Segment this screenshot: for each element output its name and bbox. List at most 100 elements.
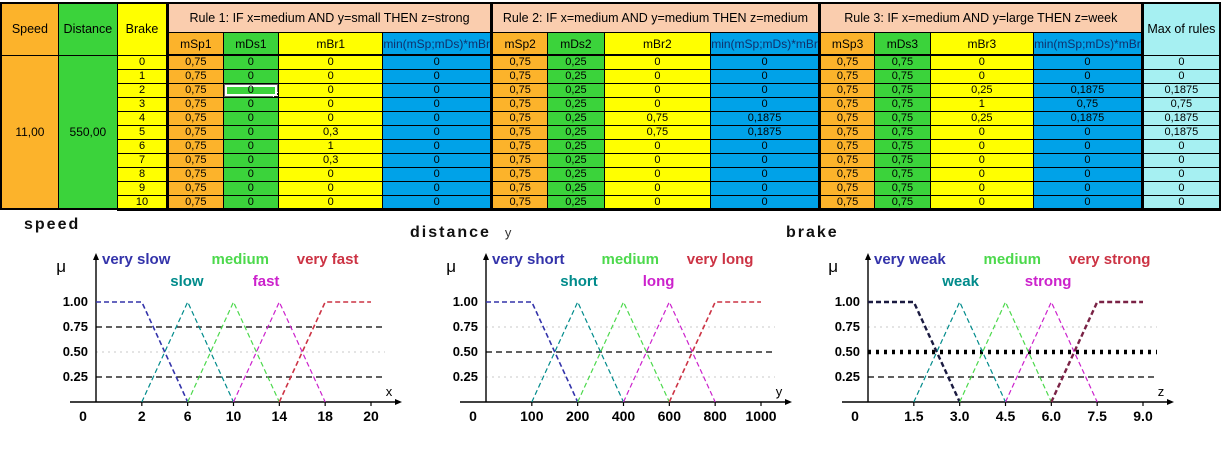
cell-r1-mSp[interactable]: 0,75 — [166, 82, 224, 98]
cell-r3-min[interactable]: 0 — [1033, 166, 1143, 182]
cell-r3-mSp[interactable]: 0,75 — [817, 138, 876, 154]
cell-r2-mDs[interactable]: 0,25 — [547, 194, 605, 211]
brake-step-cell[interactable]: 2 — [116, 82, 169, 98]
rule1-title[interactable]: Rule 1: IF x=medium AND y=small THEN z=s… — [166, 2, 492, 33]
cell-r1-mDs[interactable]: 0 — [222, 194, 280, 211]
cell-r1-mBr[interactable]: 0 — [278, 110, 384, 126]
rule2-title[interactable]: Rule 2: IF x=medium AND y=medium THEN z=… — [490, 2, 820, 33]
max-value-cell[interactable]: 0,1875 — [1140, 110, 1221, 126]
cell-r1-min[interactable]: 0 — [382, 110, 492, 126]
max-value-cell[interactable]: 0 — [1140, 138, 1221, 154]
cell-r3-mDs[interactable]: 0,75 — [874, 68, 931, 84]
cell-r2-mDs[interactable]: 0,25 — [547, 124, 605, 140]
cell-r1-mDs[interactable]: 0 — [222, 54, 280, 70]
cell-r2-min[interactable]: 0 — [710, 180, 820, 196]
mSp1-header[interactable]: mSp1 — [166, 32, 224, 56]
cell-r1-mBr[interactable]: 0 — [278, 54, 384, 70]
cell-r1-min[interactable]: 0 — [382, 82, 492, 98]
cell-r1-mDs[interactable]: 0 — [222, 110, 280, 126]
distance-value[interactable]: 550,00 — [57, 54, 118, 210]
cell-r2-min[interactable]: 0 — [710, 54, 820, 70]
cell-r3-mDs[interactable]: 0,75 — [874, 124, 931, 140]
max-value-cell[interactable]: 0 — [1140, 180, 1221, 196]
cell-r1-min[interactable]: 0 — [382, 194, 492, 211]
mBr1-header[interactable]: mBr1 — [278, 32, 384, 56]
cell-r2-mSp[interactable]: 0,75 — [489, 180, 549, 196]
cell-r3-mDs[interactable]: 0,75 — [874, 96, 931, 112]
cell-r2-min[interactable]: 0,1875 — [710, 110, 820, 126]
cell-r2-mSp[interactable]: 0,75 — [489, 152, 549, 168]
cell-r2-mSp[interactable]: 0,75 — [489, 124, 549, 140]
speed-value[interactable]: 11,00 — [0, 54, 59, 210]
cell-r2-mSp[interactable]: 0,75 — [489, 166, 549, 182]
cell-r1-min[interactable]: 0 — [382, 124, 492, 140]
mBr3-header[interactable]: mBr3 — [929, 32, 1035, 56]
cell-r3-min[interactable]: 0 — [1033, 124, 1143, 140]
cell-r3-mBr[interactable]: 0,25 — [929, 82, 1035, 98]
cell-r3-mDs[interactable]: 0,75 — [874, 194, 931, 211]
brake-step-cell[interactable]: 6 — [116, 138, 169, 154]
cell-r1-mDs[interactable]: 0 — [222, 96, 280, 112]
cell-r3-mBr[interactable]: 0 — [929, 124, 1035, 140]
cell-r1-mDs[interactable]: 0 — [222, 166, 280, 182]
cell-r1-mSp[interactable]: 0,75 — [166, 110, 224, 126]
cell-r3-mBr[interactable]: 0 — [929, 152, 1035, 168]
mBr2-header[interactable]: mBr2 — [603, 32, 712, 56]
mDs1-header[interactable]: mDs1 — [222, 32, 280, 56]
brake-step-cell[interactable]: 9 — [116, 180, 169, 196]
cell-r3-mSp[interactable]: 0,75 — [817, 166, 876, 182]
brake-step-cell[interactable]: 5 — [116, 124, 169, 140]
cell-r1-mBr[interactable]: 0 — [278, 166, 384, 182]
cell-r1-mSp[interactable]: 0,75 — [166, 166, 224, 182]
brake-header[interactable]: Brake — [116, 2, 169, 56]
brake-step-cell[interactable]: 7 — [116, 152, 169, 168]
cell-r2-mDs[interactable]: 0,25 — [547, 138, 605, 154]
cell-r1-min[interactable]: 0 — [382, 180, 492, 196]
mSp3-header[interactable]: mSp3 — [817, 32, 876, 56]
cell-r2-mSp[interactable]: 0,75 — [489, 110, 549, 126]
cell-r3-mDs[interactable]: 0,75 — [874, 54, 931, 70]
cell-r1-mSp[interactable]: 0,75 — [166, 68, 224, 84]
cell-r3-mDs[interactable]: 0,75 — [874, 138, 931, 154]
cell-r3-mSp[interactable]: 0,75 — [817, 68, 876, 84]
cell-r2-mBr[interactable]: 0 — [603, 68, 712, 84]
cell-r2-mDs[interactable]: 0,25 — [547, 110, 605, 126]
brake-step-cell[interactable]: 0 — [116, 54, 169, 70]
cell-r1-min[interactable]: 0 — [382, 152, 492, 168]
cell-r2-mSp[interactable]: 0,75 — [489, 68, 549, 84]
cell-r3-mDs[interactable]: 0,75 — [874, 82, 931, 98]
min3-header[interactable]: min(mSp;mDs)*mBr — [1033, 32, 1143, 56]
rule3-title[interactable]: Rule 3: IF x=medium AND y=large THEN z=w… — [817, 2, 1143, 33]
cell-r1-mSp[interactable]: 0,75 — [166, 96, 224, 112]
cell-r1-mSp[interactable]: 0,75 — [166, 152, 224, 168]
max-value-cell[interactable]: 0 — [1140, 166, 1221, 182]
max-value-cell[interactable]: 0,75 — [1140, 96, 1221, 112]
cell-r1-min[interactable]: 0 — [382, 54, 492, 70]
cell-r1-min[interactable]: 0 — [382, 166, 492, 182]
cell-r1-mBr[interactable]: 1 — [278, 138, 384, 154]
cell-r2-mBr[interactable]: 0,75 — [603, 124, 712, 140]
cell-r3-mSp[interactable]: 0,75 — [817, 124, 876, 140]
mDs3-header[interactable]: mDs3 — [874, 32, 931, 56]
cell-r3-mSp[interactable]: 0,75 — [817, 54, 876, 70]
cell-r2-min[interactable]: 0 — [710, 82, 820, 98]
cell-r1-mBr[interactable]: 0,3 — [278, 124, 384, 140]
cell-r3-min[interactable]: 0,75 — [1033, 96, 1143, 112]
brake-step-cell[interactable]: 8 — [116, 166, 169, 182]
cell-r3-mBr[interactable]: 0 — [929, 138, 1035, 154]
brake-step-cell[interactable]: 4 — [116, 110, 169, 126]
brake-step-cell[interactable]: 1 — [116, 68, 169, 84]
cell-r3-mBr[interactable]: 1 — [929, 96, 1035, 112]
cell-r2-mDs[interactable]: 0,25 — [547, 152, 605, 168]
cell-r1-mDs[interactable]: 0 — [222, 138, 280, 154]
cell-r2-mBr[interactable]: 0,75 — [603, 110, 712, 126]
cell-r2-min[interactable]: 0 — [710, 138, 820, 154]
min1-header[interactable]: min(mSp;mDs)*mBr — [382, 32, 492, 56]
cell-r2-mBr[interactable]: 0 — [603, 152, 712, 168]
max-of-rules-header[interactable]: Max of rules — [1140, 2, 1221, 56]
max-value-cell[interactable]: 0 — [1140, 54, 1221, 70]
cell-r1-mBr[interactable]: 0 — [278, 180, 384, 196]
brake-step-cell[interactable]: 10 — [116, 194, 169, 211]
cell-r2-mDs[interactable]: 0,25 — [547, 180, 605, 196]
mSp2-header[interactable]: mSp2 — [489, 32, 549, 56]
